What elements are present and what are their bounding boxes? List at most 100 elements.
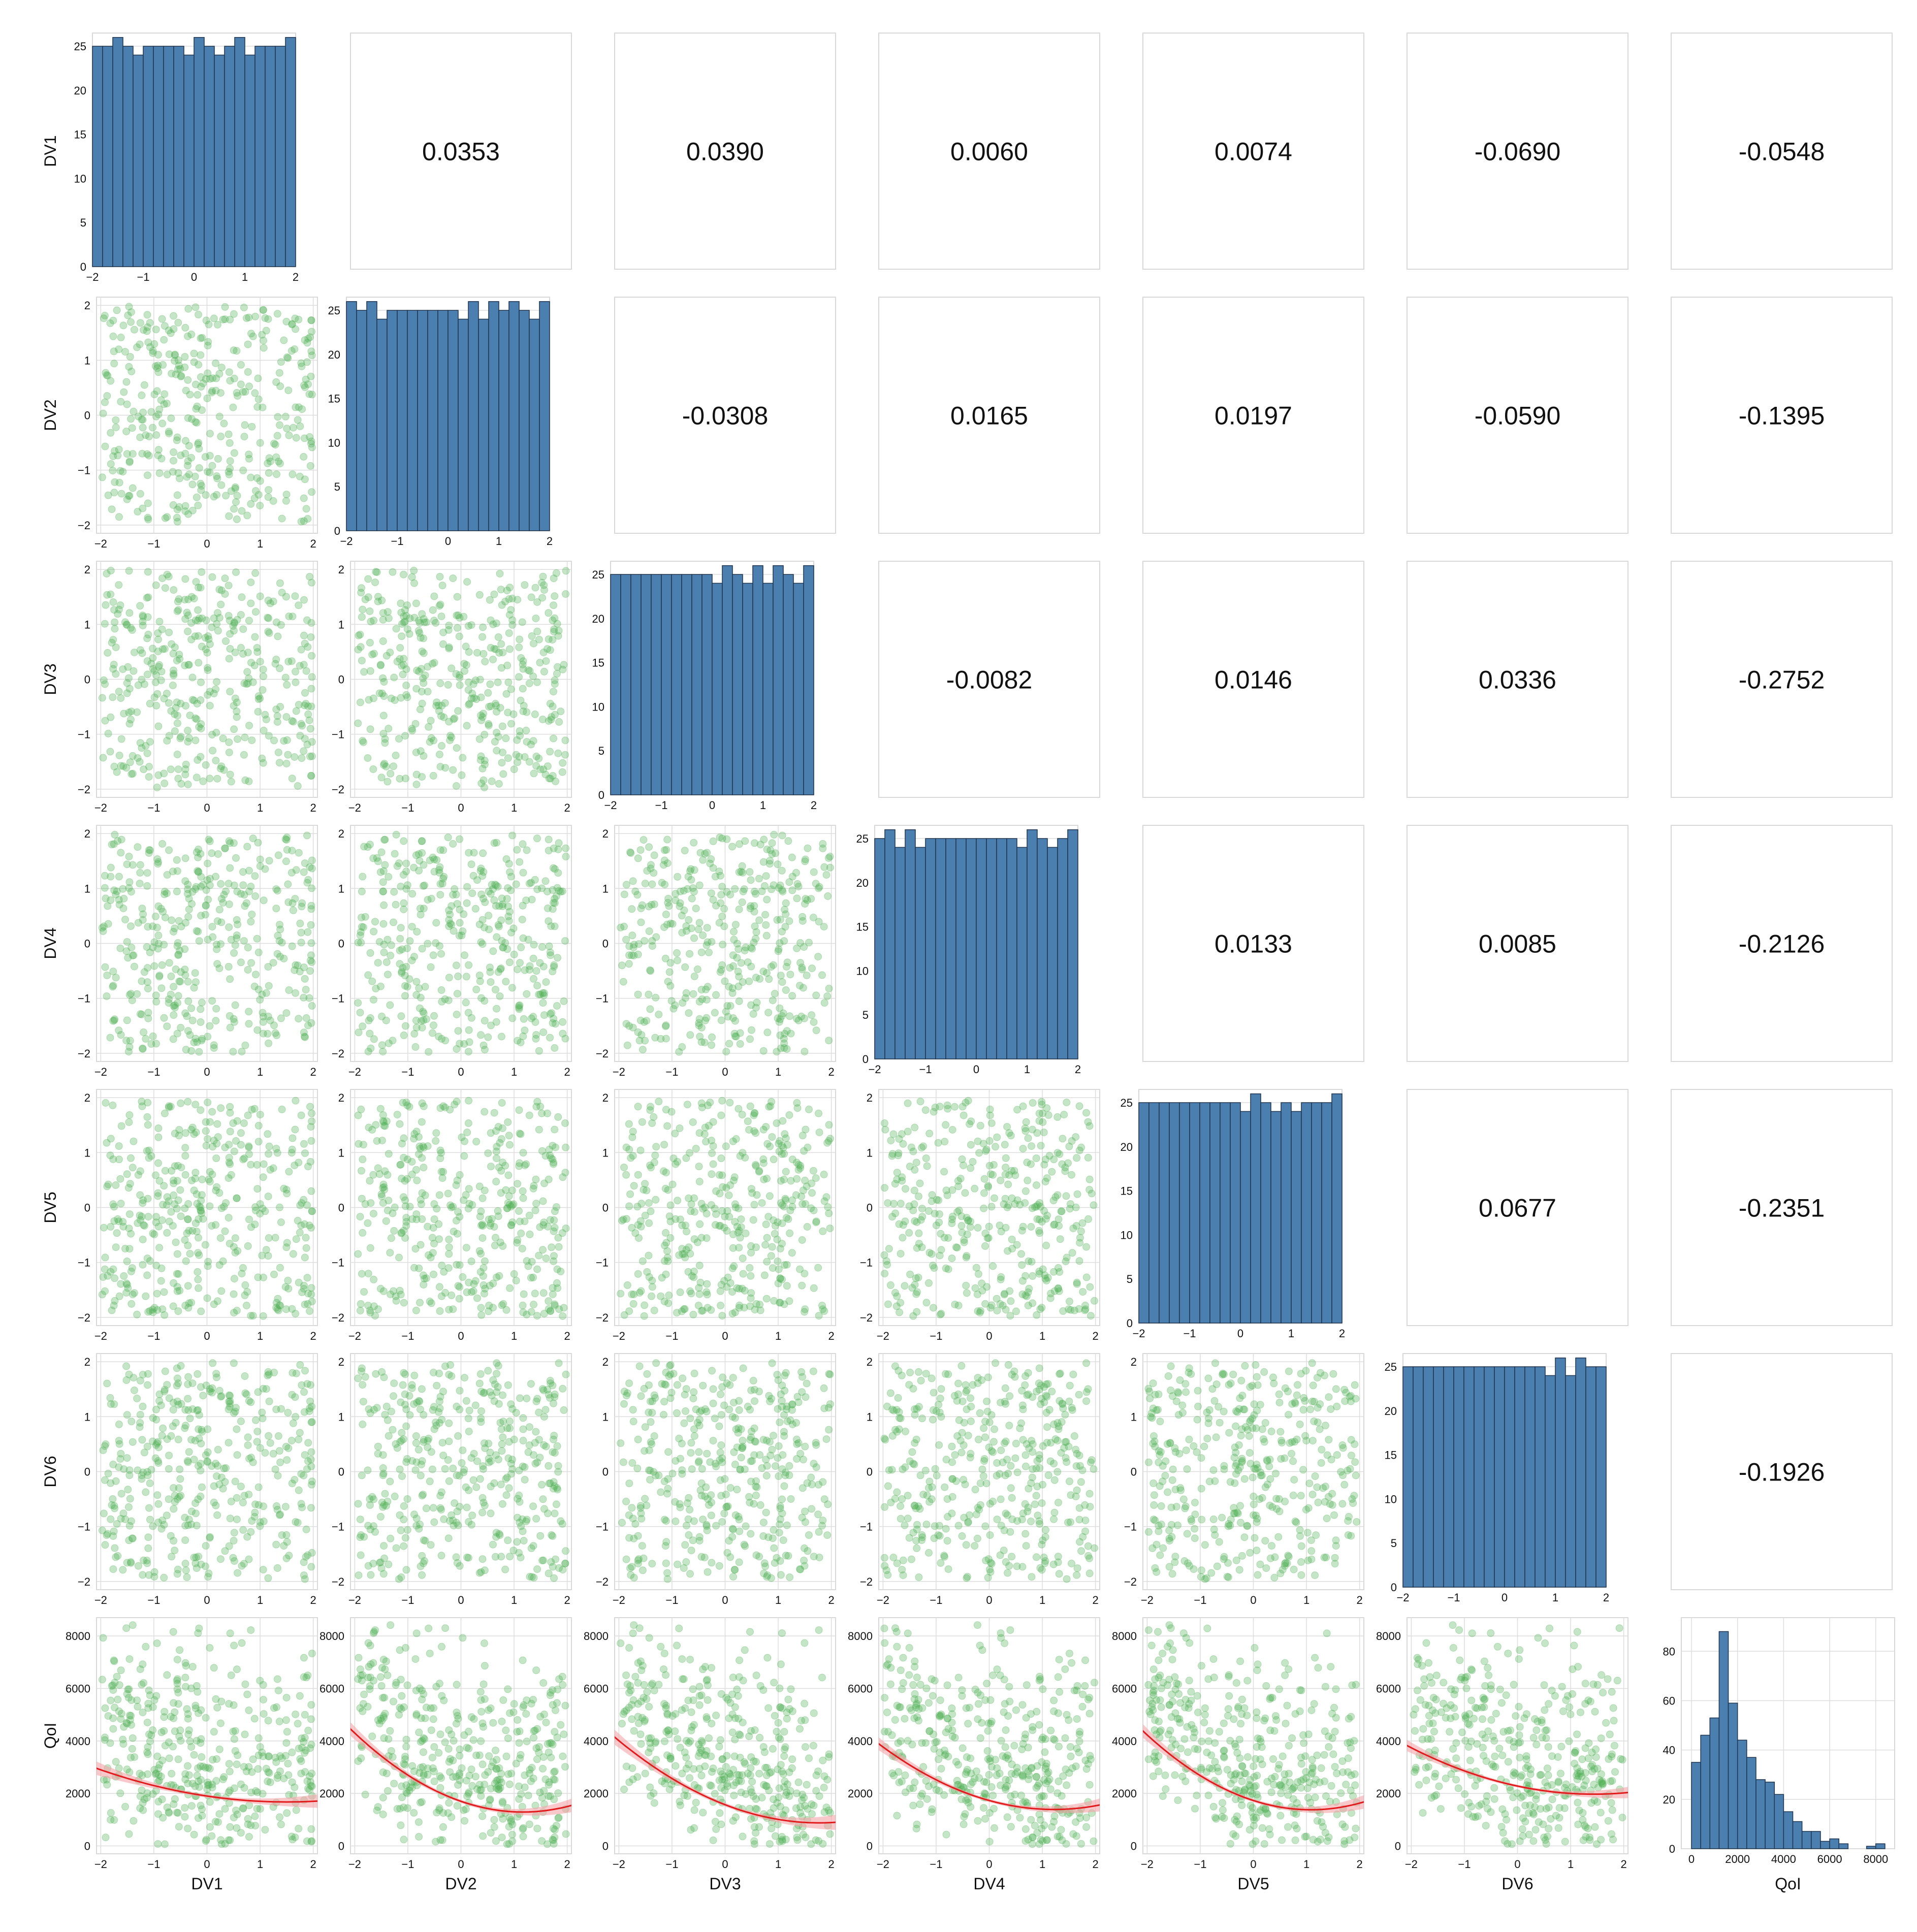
scatter-point [702,1210,711,1218]
scatter-point [193,493,201,501]
scatter-point [124,1048,133,1056]
scatter-ytick-label: −2 [78,783,90,796]
scatter-point [455,1295,463,1303]
histogram-bar [173,46,184,267]
scatter-xtick-label: 2 [310,1066,316,1078]
scatter-point [214,850,222,858]
scatter-point [184,1215,191,1223]
scatter-point [197,334,205,342]
scatter-point [695,1021,703,1029]
scatter-point [124,1486,132,1494]
scatter-point [195,445,203,453]
scatter-point [163,889,171,897]
scatter-point [444,1189,452,1198]
scatter-point [301,975,309,983]
histogram-bar [92,46,103,267]
scatter-point [308,673,316,681]
scatter-point [493,729,501,736]
scatter-point [220,420,228,428]
scatter-point [512,880,520,888]
scatter-point [103,1531,111,1539]
scatter-point [117,849,125,857]
panel-DV5-vs-QoI: -0.2351 [1671,1089,1893,1326]
scatter-point [133,708,141,716]
scatter-point [435,751,443,758]
scatter-point [226,645,234,653]
scatter-point [109,1495,117,1503]
scatter-point [490,1109,498,1117]
scatter-point [531,710,539,718]
scatter-point [805,1105,813,1113]
scatter-point [150,667,158,675]
scatter-point [785,878,793,886]
hist-ytick-label: 25 [592,568,604,581]
scatter-point [305,994,313,1002]
scatter-point [226,630,234,638]
scatter-point [810,868,818,876]
scatter-point [516,727,524,735]
scatter-point [110,489,118,497]
scatter-point [437,1168,445,1176]
scatter-point [897,1299,905,1307]
scatter-point [181,507,189,515]
scatter-point [109,598,117,606]
scatter-point [158,961,166,969]
scatter-point [379,1048,387,1056]
scatter-point [237,890,245,898]
scatter-point [230,949,238,957]
scatter-point [301,1367,309,1375]
scatter-point [462,661,470,669]
correlation-value: -0.2752 [1739,666,1825,694]
scatter-point [283,353,291,361]
scatter-point [269,497,277,505]
scatter-point [154,410,163,418]
scatter-point [419,1491,427,1499]
scatter-point [136,861,144,869]
scatter-point [364,1270,372,1278]
scatter-point [230,346,238,355]
scatter-point [143,1468,151,1476]
scatter-point [801,857,809,865]
scatter-point [449,766,457,774]
scatter-point [152,997,161,1006]
scatter-point [303,1274,311,1282]
scatter-point [143,634,151,642]
scatter-point [412,991,421,999]
scatter-point [297,1500,305,1508]
scatter-point [786,971,794,979]
histogram-bar [874,838,885,1059]
scatter-point [149,654,157,662]
scatter-point [127,367,136,375]
scatter-point [915,1229,923,1237]
correlation-value: 0.0197 [1215,402,1292,430]
scatter-point [1091,1297,1098,1305]
hist-xtick-label: 2 [1339,1327,1345,1340]
scatter-point [444,681,452,689]
scatter-point [498,937,506,945]
scatter-point [801,1048,809,1055]
scatter-point [173,518,181,526]
scatter-point [498,1099,506,1107]
scatter-point [366,725,374,733]
scatter-point [357,1300,365,1308]
scatter-point [420,1016,428,1024]
scatter-point [127,716,135,724]
scatter-point [880,1119,888,1127]
scatter-point [159,1424,167,1432]
scatter-point [197,912,205,920]
scatter-point [1058,1207,1066,1215]
scatter-point [515,1005,523,1013]
scatter-point [193,715,201,723]
scatter-point [382,762,390,770]
scatter-point [206,1022,214,1030]
scatter-point [175,917,183,925]
scatter-point [890,1200,898,1208]
histogram-bar [610,574,621,795]
scatter-point [206,1388,214,1396]
scatter-point [810,1018,818,1026]
scatter-point [502,1491,510,1499]
scatter-point [103,591,111,599]
panel-DV4-vs-QoI: -0.2126 [1671,825,1893,1062]
scatter-point [229,1119,237,1127]
